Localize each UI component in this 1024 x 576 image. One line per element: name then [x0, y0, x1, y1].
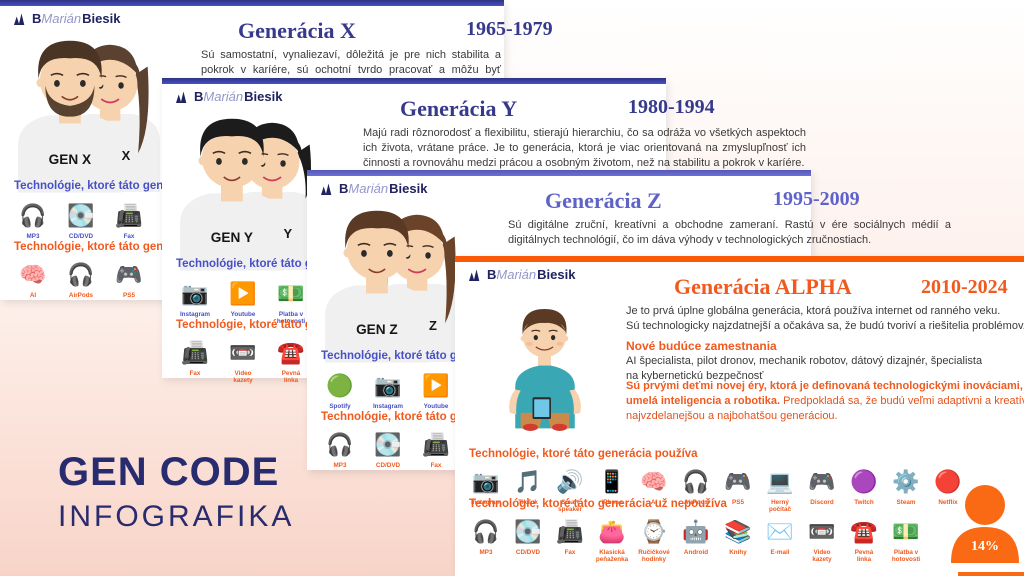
svg-text:14%: 14% — [971, 539, 999, 554]
svg-text:GEN Z: GEN Z — [356, 322, 398, 337]
svg-text:GEN Y: GEN Y — [211, 230, 253, 245]
svg-text:GEN X: GEN X — [49, 152, 91, 167]
